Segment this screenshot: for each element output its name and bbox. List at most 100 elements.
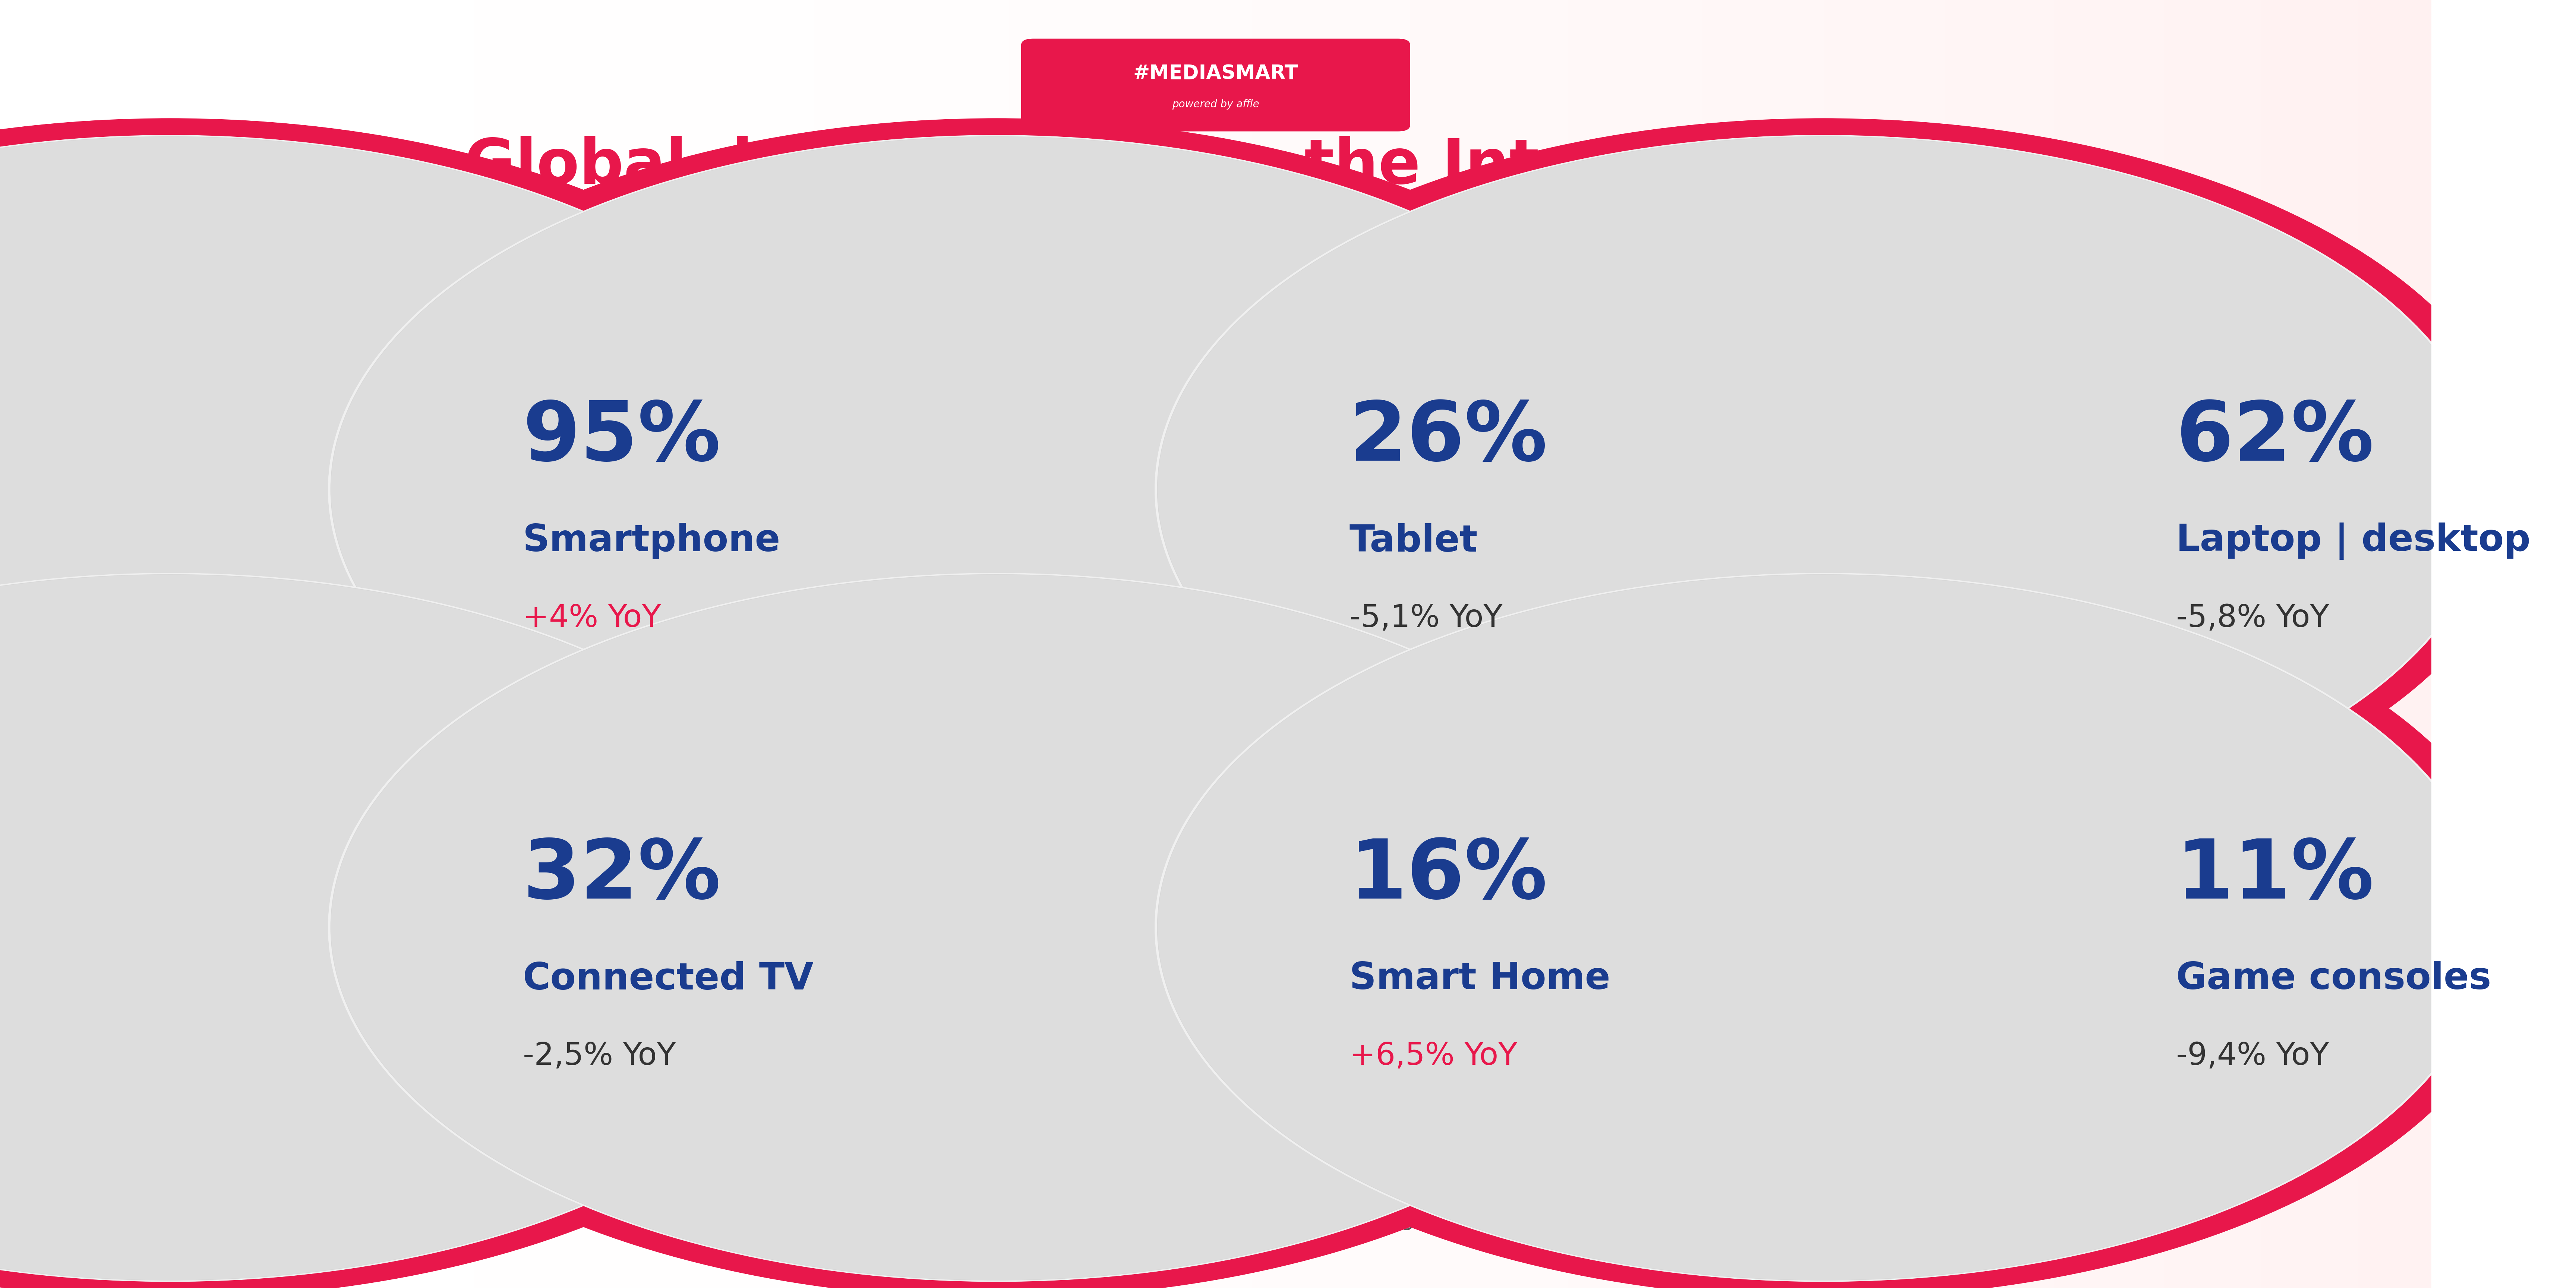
Bar <box>242 0 255 386</box>
Bar <box>1471 0 1484 386</box>
Bar <box>1010 0 1020 1288</box>
Bar <box>997 0 1010 1288</box>
Bar <box>925 0 935 1288</box>
Bar <box>1399 0 1409 1288</box>
Bar <box>366 0 376 1288</box>
Bar <box>1824 0 1837 386</box>
Bar <box>984 0 997 386</box>
Bar <box>1180 0 1190 386</box>
Bar <box>1167 0 1180 386</box>
Bar <box>2066 0 2079 1288</box>
Bar <box>863 0 876 1288</box>
Bar <box>412 0 425 386</box>
Bar <box>1435 0 1448 386</box>
Bar <box>1883 0 1896 386</box>
Circle shape <box>1123 118 2524 860</box>
Bar <box>1239 0 1252 386</box>
Bar <box>1579 0 1592 1288</box>
Bar <box>974 0 984 1288</box>
Bar <box>585 0 595 386</box>
Bar <box>134 0 147 1288</box>
Bar <box>2383 0 2396 386</box>
Bar <box>1324 0 1337 1288</box>
Bar <box>1144 0 1154 1288</box>
Bar <box>1703 0 1713 1288</box>
Bar <box>1556 0 1569 1288</box>
Bar <box>1713 0 1726 386</box>
Bar <box>2043 0 2056 386</box>
Bar <box>1968 0 1981 386</box>
Bar <box>1543 0 1556 386</box>
Bar <box>206 0 219 386</box>
Bar <box>1873 0 1883 1288</box>
Bar <box>1811 0 1824 1288</box>
Text: -2,5% YoY: -2,5% YoY <box>523 1041 675 1072</box>
Text: Smartphone: Smartphone <box>523 523 781 559</box>
Bar <box>255 0 268 386</box>
Bar <box>608 0 621 386</box>
Bar <box>935 0 948 1288</box>
Bar <box>585 0 595 1288</box>
Bar <box>2092 0 2102 386</box>
Bar <box>2079 0 2092 386</box>
Bar <box>1922 0 1932 386</box>
Bar <box>183 0 196 1288</box>
Bar <box>1654 0 1667 386</box>
Bar <box>1409 0 1422 1288</box>
Bar <box>1994 0 2007 386</box>
Bar <box>62 0 72 386</box>
Bar <box>2285 0 2298 1288</box>
Bar <box>13 0 23 386</box>
Bar <box>2249 0 2262 386</box>
Text: 11%: 11% <box>2177 836 2375 916</box>
Bar <box>801 0 814 1288</box>
Bar <box>23 0 36 386</box>
Bar <box>1409 0 1422 386</box>
Bar <box>1494 0 1507 1288</box>
Bar <box>49 0 62 386</box>
Bar <box>1762 0 1775 1288</box>
Bar <box>1981 0 1994 1288</box>
Bar <box>366 0 376 386</box>
Bar <box>1448 0 1458 386</box>
Bar <box>1569 0 1579 386</box>
Bar <box>510 0 523 1288</box>
Bar <box>1896 0 1909 386</box>
Bar <box>242 0 255 1288</box>
Bar <box>1069 0 1082 1288</box>
Bar <box>2017 0 2030 1288</box>
Text: +6,5% YoY: +6,5% YoY <box>1350 1041 1517 1072</box>
Bar <box>134 0 147 386</box>
Bar <box>1677 0 1690 386</box>
Bar <box>1667 0 1677 386</box>
Text: 95%: 95% <box>523 398 721 478</box>
Bar <box>340 0 353 386</box>
Bar <box>170 0 183 1288</box>
Bar <box>281 0 291 386</box>
Bar <box>206 0 219 1288</box>
Bar <box>2334 0 2347 386</box>
Bar <box>2056 0 2066 1288</box>
Bar <box>196 0 206 386</box>
Bar <box>402 0 412 386</box>
Bar <box>1239 0 1252 1288</box>
Bar <box>755 0 765 1288</box>
Bar <box>1592 0 1605 1288</box>
Bar <box>1105 0 1118 386</box>
Bar <box>546 0 559 1288</box>
Bar <box>474 0 487 1288</box>
Bar <box>2347 0 2357 1288</box>
Bar <box>1154 0 1167 386</box>
Bar <box>291 0 304 1288</box>
Bar <box>1507 0 1520 386</box>
Bar <box>1543 0 1556 1288</box>
Bar <box>1373 0 1386 1288</box>
Text: 16%: 16% <box>1350 836 1548 916</box>
Bar <box>2370 0 2383 1288</box>
Bar <box>2092 0 2102 1288</box>
Bar <box>670 0 680 1288</box>
Bar <box>1059 0 1069 386</box>
Bar <box>2056 0 2066 386</box>
Bar <box>451 0 461 386</box>
Bar <box>657 0 670 386</box>
